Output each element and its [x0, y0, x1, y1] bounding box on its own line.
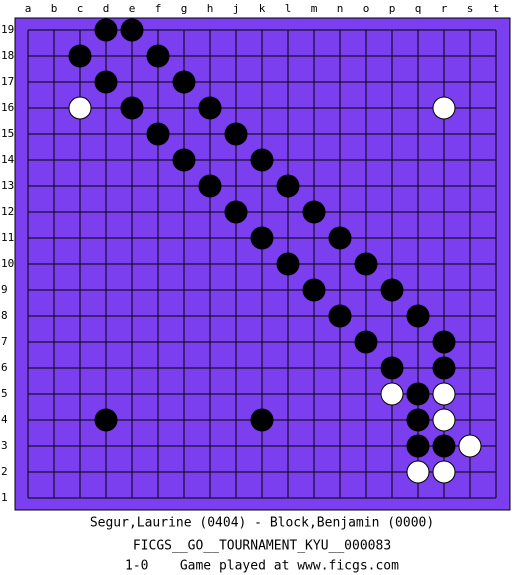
- column-label: s: [467, 2, 474, 15]
- stone: [432, 434, 456, 458]
- stone: [146, 122, 170, 146]
- row-label: 9: [1, 283, 8, 296]
- column-label: b: [51, 2, 58, 15]
- stone: [68, 96, 92, 120]
- row-label: 13: [1, 179, 14, 192]
- stone: [380, 382, 404, 406]
- column-label: n: [337, 2, 344, 15]
- row-label: 11: [1, 231, 14, 244]
- stone: [302, 278, 326, 302]
- column-label: g: [181, 2, 188, 15]
- stone: [172, 148, 196, 172]
- stone: [276, 174, 300, 198]
- column-label: r: [441, 2, 448, 15]
- stone: [406, 434, 430, 458]
- column-label: m: [311, 2, 318, 15]
- row-label: 3: [1, 439, 8, 452]
- row-label: 5: [1, 387, 8, 400]
- column-label: p: [389, 2, 396, 15]
- stone: [328, 304, 352, 328]
- result: 1-0 Game played at www.ficgs.com: [125, 559, 399, 574]
- column-label: d: [103, 2, 110, 15]
- stone: [406, 382, 430, 406]
- players: Segur,Laurine (0404) - Block,Benjamin (0…: [90, 516, 434, 531]
- stone: [432, 460, 456, 484]
- row-label: 2: [1, 465, 8, 478]
- row-label: 12: [1, 205, 14, 218]
- stone: [380, 278, 404, 302]
- stone: [224, 200, 248, 224]
- row-label: 1: [1, 491, 8, 504]
- column-label: e: [129, 2, 136, 15]
- stone: [120, 96, 144, 120]
- row-label: 15: [1, 127, 14, 140]
- stone: [328, 226, 352, 250]
- stone: [432, 382, 456, 406]
- stone: [432, 330, 456, 354]
- column-label: o: [363, 2, 370, 15]
- stone: [146, 44, 170, 68]
- row-label: 8: [1, 309, 8, 322]
- row-label: 19: [1, 23, 14, 36]
- stone: [94, 18, 118, 42]
- column-label: f: [155, 2, 162, 15]
- stone: [276, 252, 300, 276]
- stone: [432, 408, 456, 432]
- stone: [380, 356, 404, 380]
- column-label: t: [493, 2, 500, 15]
- column-label: j: [233, 2, 240, 15]
- row-label: 4: [1, 413, 8, 426]
- tournament: FICGS__GO__TOURNAMENT_KYU__000083: [133, 539, 391, 554]
- column-label: a: [25, 2, 32, 15]
- stone: [224, 122, 248, 146]
- stone: [250, 148, 274, 172]
- stone: [406, 408, 430, 432]
- stone: [250, 226, 274, 250]
- stone: [68, 44, 92, 68]
- stone: [354, 252, 378, 276]
- stone: [432, 356, 456, 380]
- row-label: 17: [1, 75, 14, 88]
- column-label: h: [207, 2, 214, 15]
- stone: [250, 408, 274, 432]
- stone: [198, 174, 222, 198]
- row-label: 10: [1, 257, 14, 270]
- row-label: 7: [1, 335, 8, 348]
- stone: [198, 96, 222, 120]
- column-label: l: [285, 2, 292, 15]
- stone: [302, 200, 326, 224]
- row-label: 18: [1, 49, 14, 62]
- stone: [94, 70, 118, 94]
- stone: [406, 460, 430, 484]
- stone: [432, 96, 456, 120]
- stone: [94, 408, 118, 432]
- row-label: 16: [1, 101, 14, 114]
- stone: [354, 330, 378, 354]
- column-label: q: [415, 2, 422, 15]
- row-label: 14: [1, 153, 15, 166]
- column-label: k: [259, 2, 266, 15]
- stone: [406, 304, 430, 328]
- stone: [172, 70, 196, 94]
- stone: [458, 434, 482, 458]
- column-label: c: [77, 2, 84, 15]
- row-label: 6: [1, 361, 8, 374]
- stone: [120, 18, 144, 42]
